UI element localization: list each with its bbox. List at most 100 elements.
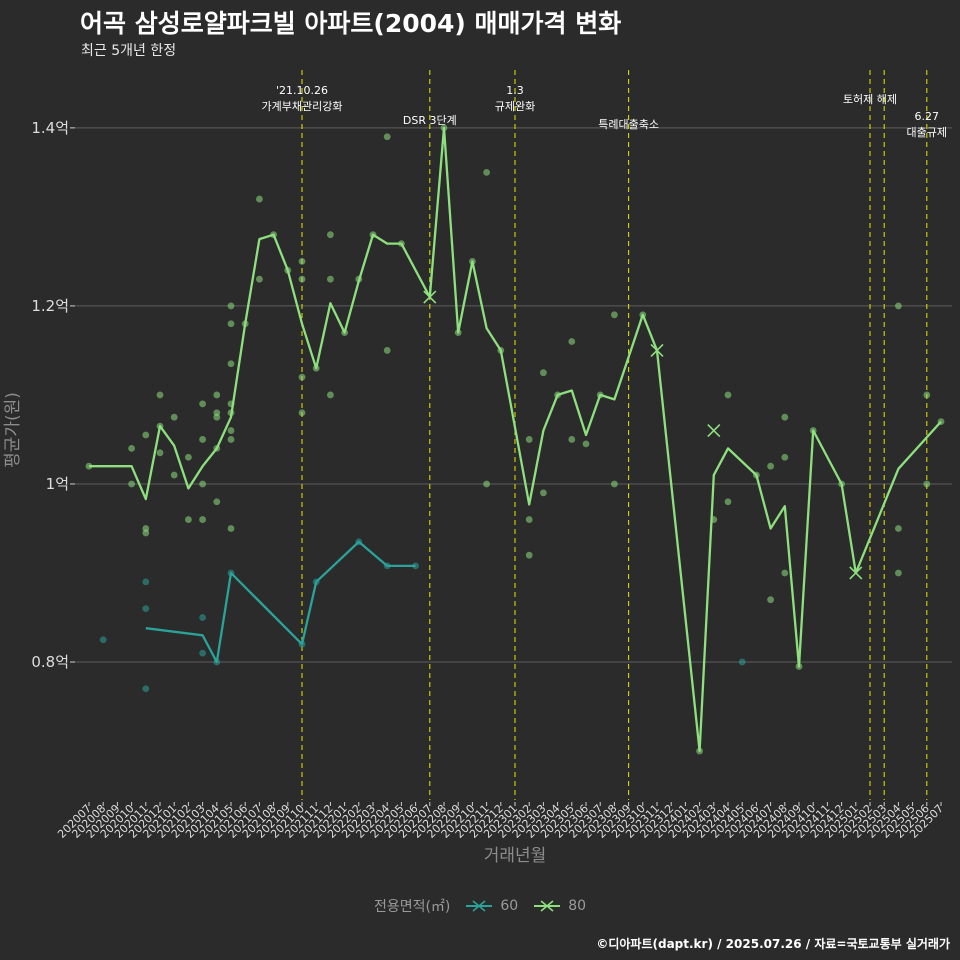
series-80-point xyxy=(128,444,136,452)
series-80-point xyxy=(128,480,136,488)
series-80-point xyxy=(895,569,902,577)
series-80-point xyxy=(923,480,931,488)
series-80-point xyxy=(383,347,391,354)
series-80-point xyxy=(568,436,576,443)
series-80-point xyxy=(298,275,306,283)
series-80-point xyxy=(767,596,774,604)
series-80-point xyxy=(185,516,192,523)
gridlines xyxy=(75,127,952,663)
series-80-point xyxy=(142,431,150,439)
series-80-cross-marker xyxy=(423,290,437,304)
series-80-point xyxy=(256,195,263,203)
legend-label-60: 60 xyxy=(500,898,519,914)
series-80-point xyxy=(156,449,164,457)
chart-title: 어곡 삼성로얄파크빌 아파트(2004) 매매가격 변화 xyxy=(80,9,622,38)
series-80-point xyxy=(781,569,789,577)
series-80-point xyxy=(156,391,164,399)
series-80-point xyxy=(227,302,235,310)
series-80-point xyxy=(923,391,931,399)
source-caption: ©디아파트(dapt.kr) / 2025.07.26 / 자료=국토교통부 실… xyxy=(596,937,950,951)
event-label: 대출규제 xyxy=(907,126,947,139)
series-80-point xyxy=(170,471,178,479)
event-label: 규제완화 xyxy=(495,100,535,113)
series-80-point xyxy=(767,462,774,470)
series-80-point xyxy=(298,409,306,417)
series-layer xyxy=(85,124,945,755)
series-80-point xyxy=(199,400,207,408)
y-tick-label: 1.2억 xyxy=(31,297,69,315)
legend-item-60: 60 xyxy=(464,898,518,914)
series-80-point xyxy=(227,427,235,434)
series-80-point xyxy=(327,275,334,283)
series-80-point xyxy=(611,480,618,488)
series-80-point xyxy=(781,453,789,461)
series-80-point xyxy=(483,168,490,176)
series-80-point xyxy=(213,391,221,399)
series-80-point xyxy=(781,413,789,421)
y-tick-label: 0.8억 xyxy=(31,653,69,671)
series-80-point xyxy=(227,525,235,532)
series-80-point xyxy=(611,311,618,319)
series-60-line xyxy=(145,540,416,664)
series-80-point xyxy=(895,302,902,310)
legend-item-80: 80 xyxy=(532,898,586,914)
y-tick-label: 1.4억 xyxy=(31,119,69,137)
series-80-line xyxy=(89,126,942,753)
series-80-point xyxy=(199,480,207,488)
series-80-cross-marker xyxy=(707,423,721,438)
series-80-point xyxy=(185,453,192,461)
series-80-point xyxy=(142,529,150,537)
series-80-cross-marker xyxy=(849,566,863,580)
series-80-point xyxy=(227,436,235,443)
event-label: 1.3 xyxy=(506,84,524,97)
series-60-point xyxy=(199,614,207,621)
series-80-point xyxy=(199,516,207,523)
legend-label-80: 80 xyxy=(568,898,587,914)
series-80-point xyxy=(383,133,391,141)
series-80-point xyxy=(525,551,533,559)
series-80-point xyxy=(525,516,533,523)
series-80-point xyxy=(327,231,334,239)
series-80-point xyxy=(724,391,732,399)
series-80-point xyxy=(582,440,590,448)
series-80-point xyxy=(483,480,490,488)
series-60-point xyxy=(738,658,746,666)
series-80-point xyxy=(227,360,235,368)
event-label: 6.27 xyxy=(915,110,940,123)
event-label: 특례대출축소 xyxy=(598,118,659,131)
legend-key-80-icon xyxy=(534,900,561,912)
event-label: 가계부채관리강화 xyxy=(262,100,343,113)
series-60-point xyxy=(99,636,107,644)
series-60-point xyxy=(142,578,150,586)
x-axis-label: 거래년월 xyxy=(484,846,547,866)
series-80-point xyxy=(540,369,547,377)
series-60-point xyxy=(142,685,150,693)
series-60-point xyxy=(142,605,150,612)
series-80-point xyxy=(213,413,221,421)
y-axis-label: 평균가(원) xyxy=(3,392,23,468)
series-80-point xyxy=(724,498,732,506)
chart-subtitle: 최근 5개년 한정 xyxy=(81,43,177,59)
series-80-point xyxy=(170,413,178,421)
event-label: 토허제 해제 xyxy=(843,92,897,106)
series-80-point xyxy=(298,258,306,265)
legend-key-60-icon xyxy=(466,900,493,912)
series-80-point xyxy=(525,436,533,443)
event-label: '21.10.26 xyxy=(276,84,328,97)
legend: 전용면적(㎡) 60 80 xyxy=(0,896,960,916)
series-80-point xyxy=(327,391,334,399)
series-80-point xyxy=(568,338,576,345)
series-80-point xyxy=(213,498,221,506)
event-label: DSR 3단계 xyxy=(403,114,457,127)
series-80-point xyxy=(256,275,263,283)
series-80-point xyxy=(540,489,547,497)
series-80-point xyxy=(199,436,207,443)
series-60-point xyxy=(199,649,207,657)
axes: 0.8억1억1.2억1.4억20200720200820200920201020… xyxy=(31,119,946,841)
series-80-point xyxy=(298,373,306,381)
y-tick-label: 1억 xyxy=(46,475,69,493)
series-80-point xyxy=(895,525,902,532)
series-80-cross-marker xyxy=(650,343,664,357)
